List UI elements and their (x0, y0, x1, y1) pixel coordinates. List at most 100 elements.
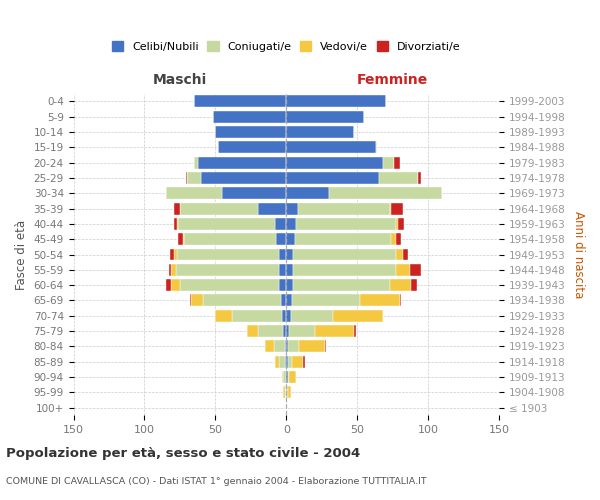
Bar (183, 233, 184, 245)
Bar (203, 294, 281, 306)
Bar (279, 356, 285, 368)
Bar (279, 264, 286, 276)
Bar (170, 248, 174, 260)
Bar (395, 233, 401, 245)
Bar (286, 294, 292, 306)
Bar (286, 218, 296, 230)
Bar (360, 294, 400, 306)
Bar (166, 188, 223, 199)
Bar (329, 188, 442, 199)
Bar (212, 110, 286, 122)
Bar (283, 325, 286, 337)
Bar (172, 264, 176, 276)
Bar (286, 279, 293, 291)
Bar (277, 233, 286, 245)
Bar (286, 264, 293, 276)
Bar (390, 279, 411, 291)
Bar (178, 218, 275, 230)
Text: Femmine: Femmine (357, 74, 428, 88)
Bar (184, 233, 277, 245)
Bar (403, 248, 408, 260)
Bar (180, 202, 258, 214)
Bar (275, 356, 279, 368)
Bar (288, 340, 299, 352)
Legend: Celibi/Nubili, Coniugati/e, Vedovi/e, Divorziati/e: Celibi/Nubili, Coniugati/e, Vedovi/e, Di… (112, 42, 461, 52)
Bar (286, 172, 379, 184)
Bar (194, 96, 286, 108)
Bar (289, 325, 314, 337)
Bar (289, 371, 296, 383)
Bar (286, 126, 355, 138)
Bar (187, 172, 201, 184)
Bar (398, 218, 404, 230)
Text: COMUNE DI CAVALLASCA (CO) - Dati ISTAT 1° gennaio 2004 - Elaborazione TUTTITALIA: COMUNE DI CAVALLASCA (CO) - Dati ISTAT 1… (6, 477, 427, 486)
Bar (178, 233, 183, 245)
Bar (283, 386, 285, 398)
Bar (174, 218, 177, 230)
Bar (299, 340, 325, 352)
Bar (379, 172, 418, 184)
Bar (410, 264, 421, 276)
Bar (286, 142, 376, 154)
Bar (201, 172, 286, 184)
Bar (288, 356, 292, 368)
Bar (288, 371, 289, 383)
Bar (286, 340, 288, 352)
Bar (295, 233, 391, 245)
Bar (304, 356, 305, 368)
Bar (282, 310, 286, 322)
Y-axis label: Fasce di età: Fasce di età (15, 220, 28, 290)
Bar (286, 356, 288, 368)
Bar (285, 386, 286, 398)
Bar (286, 110, 364, 122)
Bar (199, 156, 286, 168)
Bar (400, 294, 401, 306)
Bar (391, 233, 395, 245)
Bar (293, 248, 395, 260)
Bar (190, 294, 191, 306)
Bar (281, 294, 286, 306)
Bar (194, 156, 199, 168)
Bar (177, 248, 279, 260)
Bar (215, 126, 286, 138)
Text: Popolazione per età, sesso e stato civile - 2004: Popolazione per età, sesso e stato civil… (6, 448, 360, 460)
Bar (223, 188, 286, 199)
Bar (286, 233, 295, 245)
Bar (292, 356, 304, 368)
Bar (285, 356, 286, 368)
Bar (395, 218, 398, 230)
Bar (286, 371, 288, 383)
Bar (286, 248, 293, 260)
Bar (286, 386, 288, 398)
Bar (285, 340, 286, 352)
Bar (293, 279, 390, 291)
Bar (174, 248, 177, 260)
Bar (286, 310, 290, 322)
Bar (325, 340, 326, 352)
Bar (293, 264, 395, 276)
Bar (391, 202, 403, 214)
Bar (265, 340, 274, 352)
Text: Maschi: Maschi (153, 74, 207, 88)
Bar (286, 325, 289, 337)
Bar (177, 218, 178, 230)
Bar (283, 371, 286, 383)
Bar (232, 310, 282, 322)
Bar (215, 310, 232, 322)
Bar (314, 325, 355, 337)
Bar (174, 202, 180, 214)
Bar (286, 188, 329, 199)
Bar (286, 202, 298, 214)
Bar (376, 142, 377, 154)
Bar (169, 264, 172, 276)
Bar (298, 202, 390, 214)
Bar (191, 294, 203, 306)
Bar (418, 172, 421, 184)
Bar (290, 310, 333, 322)
Bar (176, 264, 279, 276)
Bar (279, 279, 286, 291)
Bar (292, 294, 360, 306)
Bar (286, 156, 383, 168)
Bar (258, 202, 286, 214)
Bar (282, 371, 283, 383)
